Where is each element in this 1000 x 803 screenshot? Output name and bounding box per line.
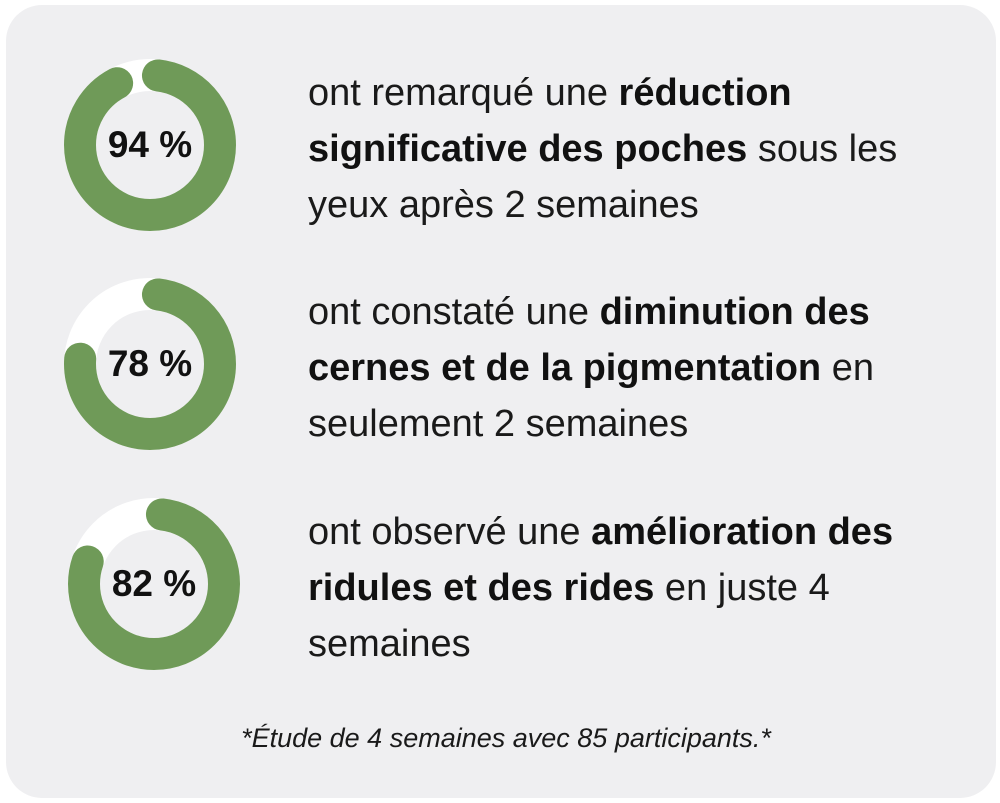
stat-description: ont observé une amélioration des ridules…: [308, 504, 968, 672]
progress-ring-graphic: [64, 59, 236, 231]
percent-label: 78 %: [107, 343, 193, 384]
progress-ring-graphic: [64, 278, 236, 450]
stat-item: 82 % ont observé une amélioration des ri…: [6, 444, 996, 670]
percent-label: 94 %: [107, 124, 193, 165]
description-highlight: réduction significative des poches: [308, 72, 792, 170]
description-text: en seulement 2 semaines: [308, 347, 874, 445]
description-highlight: amélioration des ridules et des rides: [308, 511, 894, 609]
stat-item: 94 % ont remarqué une réduction signific…: [6, 5, 996, 231]
description-highlight: diminution des cernes et de la pigmentat…: [308, 291, 870, 389]
stat-description: ont constaté une diminution des cernes e…: [308, 284, 968, 452]
description-text: sous les yeux après 2 semaines: [308, 128, 898, 226]
progress-ring: 94 %: [62, 57, 238, 233]
stats-card: 94 % ont remarqué une réduction signific…: [6, 5, 996, 798]
percent-label: 82 %: [111, 563, 197, 604]
study-footnote: *Étude de 4 semaines avec 85 participant…: [241, 723, 771, 753]
ring-fill: [64, 278, 236, 450]
description-text: en juste 4 semaines: [308, 567, 830, 665]
progress-ring: 82 %: [66, 496, 242, 672]
stat-description: ont remarqué une réduction significative…: [308, 65, 968, 233]
progress-ring-graphic: [68, 498, 240, 670]
ring-fill: [68, 498, 240, 670]
stat-item: 78 % ont constaté une diminution des cer…: [6, 224, 996, 450]
description-text: ont remarqué une: [308, 72, 619, 114]
description-text: ont observé une: [308, 511, 592, 553]
progress-ring: 78 %: [62, 276, 238, 452]
ring-fill: [64, 59, 236, 231]
description-text: ont constaté une: [308, 291, 600, 333]
